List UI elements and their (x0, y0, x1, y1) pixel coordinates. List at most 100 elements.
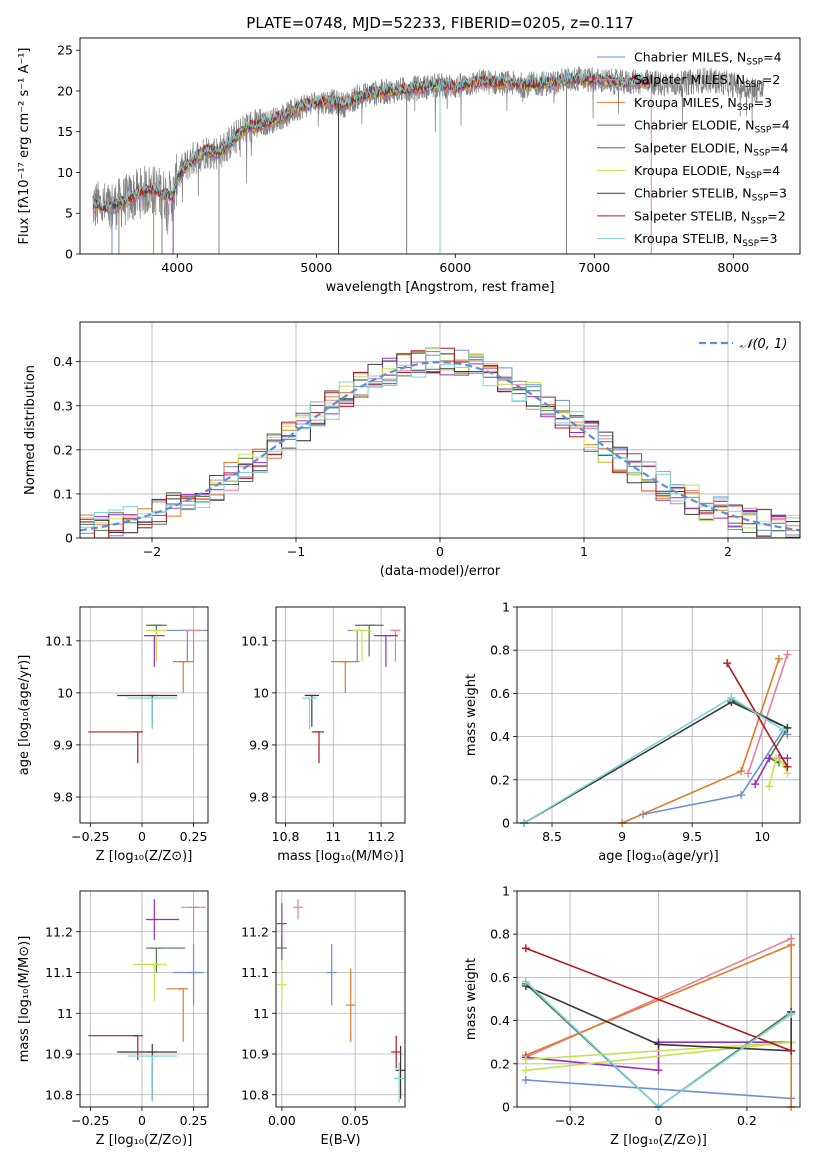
y-tick-label: 9.8 (53, 789, 73, 804)
y-tick-label: 0.2 (490, 772, 510, 787)
errorbar-salpeter_miles (183, 629, 204, 662)
errorbar-kroupa_miles (330, 661, 360, 693)
errorbar-salpeter_stelib (391, 1035, 402, 1069)
errorbar-salpeter_elodie (373, 635, 398, 667)
legend-label: Chabrier STELIB, NSSP=3 (634, 186, 787, 204)
y-tick-label: 0.8 (490, 927, 510, 942)
x-tick-label: 9.5 (682, 829, 702, 844)
legend-label: Kroupa STELIB, NSSP=3 (634, 231, 778, 249)
model-spectrum-kroupa_stelib (92, 70, 650, 210)
errorbar-kroupa_elodie (276, 964, 287, 1006)
y-axis-label: Normed distribution (23, 365, 38, 495)
legend-label: Salpeter STELIB, NSSP=2 (634, 208, 786, 226)
x-tick-label: 11.2 (367, 829, 395, 844)
errorbar-salpeter_miles (181, 906, 206, 932)
x-tick-label: −0.25 (71, 829, 109, 844)
y-tick-label: 9.8 (249, 789, 269, 804)
x-axis-label: mass [log₁₀(M/M⊙)] (277, 849, 404, 864)
y-axis-label: mass [log₁₀(M/M⊙)] (17, 936, 32, 1063)
legend-label-sub: SSP (750, 216, 767, 226)
y-tick-label: 0.1 (53, 486, 73, 501)
y-tick-label: 10.8 (45, 1087, 73, 1102)
y-tick-label: 9.9 (249, 737, 269, 752)
legend-label-sub: SSP (752, 194, 769, 204)
legend-label-sub: SSP (737, 103, 754, 113)
legend-label: Kroupa MILES, NSSP=3 (634, 95, 772, 113)
weight-marker (783, 650, 792, 659)
errorbar-kroupa_miles (166, 988, 189, 1042)
legend-label-main: Kroupa ELODIE, N (634, 163, 745, 178)
errorbar-salpeter_elodie (144, 635, 165, 667)
errorbar-salpeter_stelib (88, 731, 143, 764)
errorbar-chabrier_stelib (304, 694, 319, 727)
errorbar-chabrier_stelib (117, 694, 178, 727)
errorbar-chabrier_elodie (146, 947, 186, 973)
weight-marker (654, 1066, 663, 1075)
weight-line (731, 699, 789, 764)
x-tick-label: 8.5 (542, 829, 562, 844)
y-axis-label: Flux [fλ10⁻¹⁷ erg cm⁻² s⁻¹ A⁻¹] (17, 48, 32, 245)
y-tick-label: 10 (253, 685, 269, 700)
axes-frame (79, 321, 801, 539)
errorbar-kroupa_elodie (146, 629, 167, 662)
weight-marker (654, 1040, 663, 1049)
weight-marker (727, 693, 736, 702)
legend-label-sub: SSP (745, 80, 762, 90)
axes-frame (79, 890, 209, 1108)
y-tick-label: 0.6 (490, 686, 510, 701)
errorbar-kroupa_stelib (127, 697, 178, 730)
weight-marker (783, 754, 792, 763)
y-tick-label: 0.4 (490, 729, 510, 744)
legend-label-sub: SSP (742, 239, 759, 249)
weight-marker (521, 1076, 530, 1084)
legend-label-main: Chabrier STELIB, N (634, 186, 752, 201)
errorbar-kroupa_stelib (394, 1062, 405, 1103)
x-axis-label: wavelength [Angstrom, rest frame] (326, 280, 555, 295)
errorbar-kroupa_miles (345, 968, 356, 1042)
weight-line (747, 654, 789, 774)
histogram-kroupa_miles (80, 351, 800, 538)
weight-marker (787, 941, 796, 949)
y-tick-label: 11.2 (241, 924, 269, 939)
x-tick-label: −0.2 (555, 1113, 585, 1128)
legend-label-value: =4 (763, 50, 781, 65)
errorbar-salpeter_elodie (146, 899, 180, 940)
x-tick-label: 11 (325, 829, 341, 844)
y-tick-label: 5 (65, 206, 73, 221)
x-tick-label: −2 (143, 544, 161, 559)
weight-line (726, 662, 789, 768)
weight-marker (783, 723, 792, 732)
y-tick-label: 1 (502, 600, 510, 615)
axes-frame (516, 890, 801, 1108)
y-tick-label: 0 (502, 816, 510, 831)
x-tick-label: 1 (580, 544, 588, 559)
errorbar-chabrier_miles (347, 629, 367, 662)
y-tick-label: 0 (502, 1100, 510, 1115)
x-axis-label: age [log₁₀(age/yr)] (598, 849, 719, 864)
weight-marker (521, 944, 530, 953)
y-tick-label: 15 (57, 124, 73, 139)
x-tick-label: 0 (138, 829, 146, 844)
y-tick-label: 0.4 (490, 1013, 510, 1028)
y-tick-label: 10.8 (241, 1087, 269, 1102)
legend-label-value: =3 (769, 186, 787, 201)
x-tick-label: 6000 (439, 260, 471, 275)
legend-label: Chabrier ELODIE, NSSP=4 (634, 118, 790, 136)
weight-line (525, 1079, 792, 1100)
errorbar-chabrier_miles (326, 943, 337, 1006)
x-axis-label: Z [log₁₀(Z/Z⊙)] (96, 1133, 193, 1148)
errorbar-chabrier_stelib (395, 1045, 406, 1099)
y-tick-label: 0.3 (53, 398, 73, 413)
legend-label: Kroupa ELODIE, NSSP=4 (634, 163, 780, 181)
y-tick-label: 0.2 (53, 442, 73, 457)
legend-label-main: Chabrier MILES, N (634, 50, 746, 65)
y-tick-label: 0 (65, 531, 73, 546)
legend-label-main: Salpeter MILES, N (634, 72, 745, 87)
weight-marker (787, 1046, 796, 1055)
legend-label-main: Salpeter ELODIE, N (634, 140, 753, 155)
legend-label-value: =4 (762, 163, 780, 178)
legend-label: 𝒩(0, 1) (740, 337, 787, 352)
y-axis-label: age [log₁₀(age/yr)] (17, 655, 32, 776)
weight-marker (783, 762, 792, 771)
